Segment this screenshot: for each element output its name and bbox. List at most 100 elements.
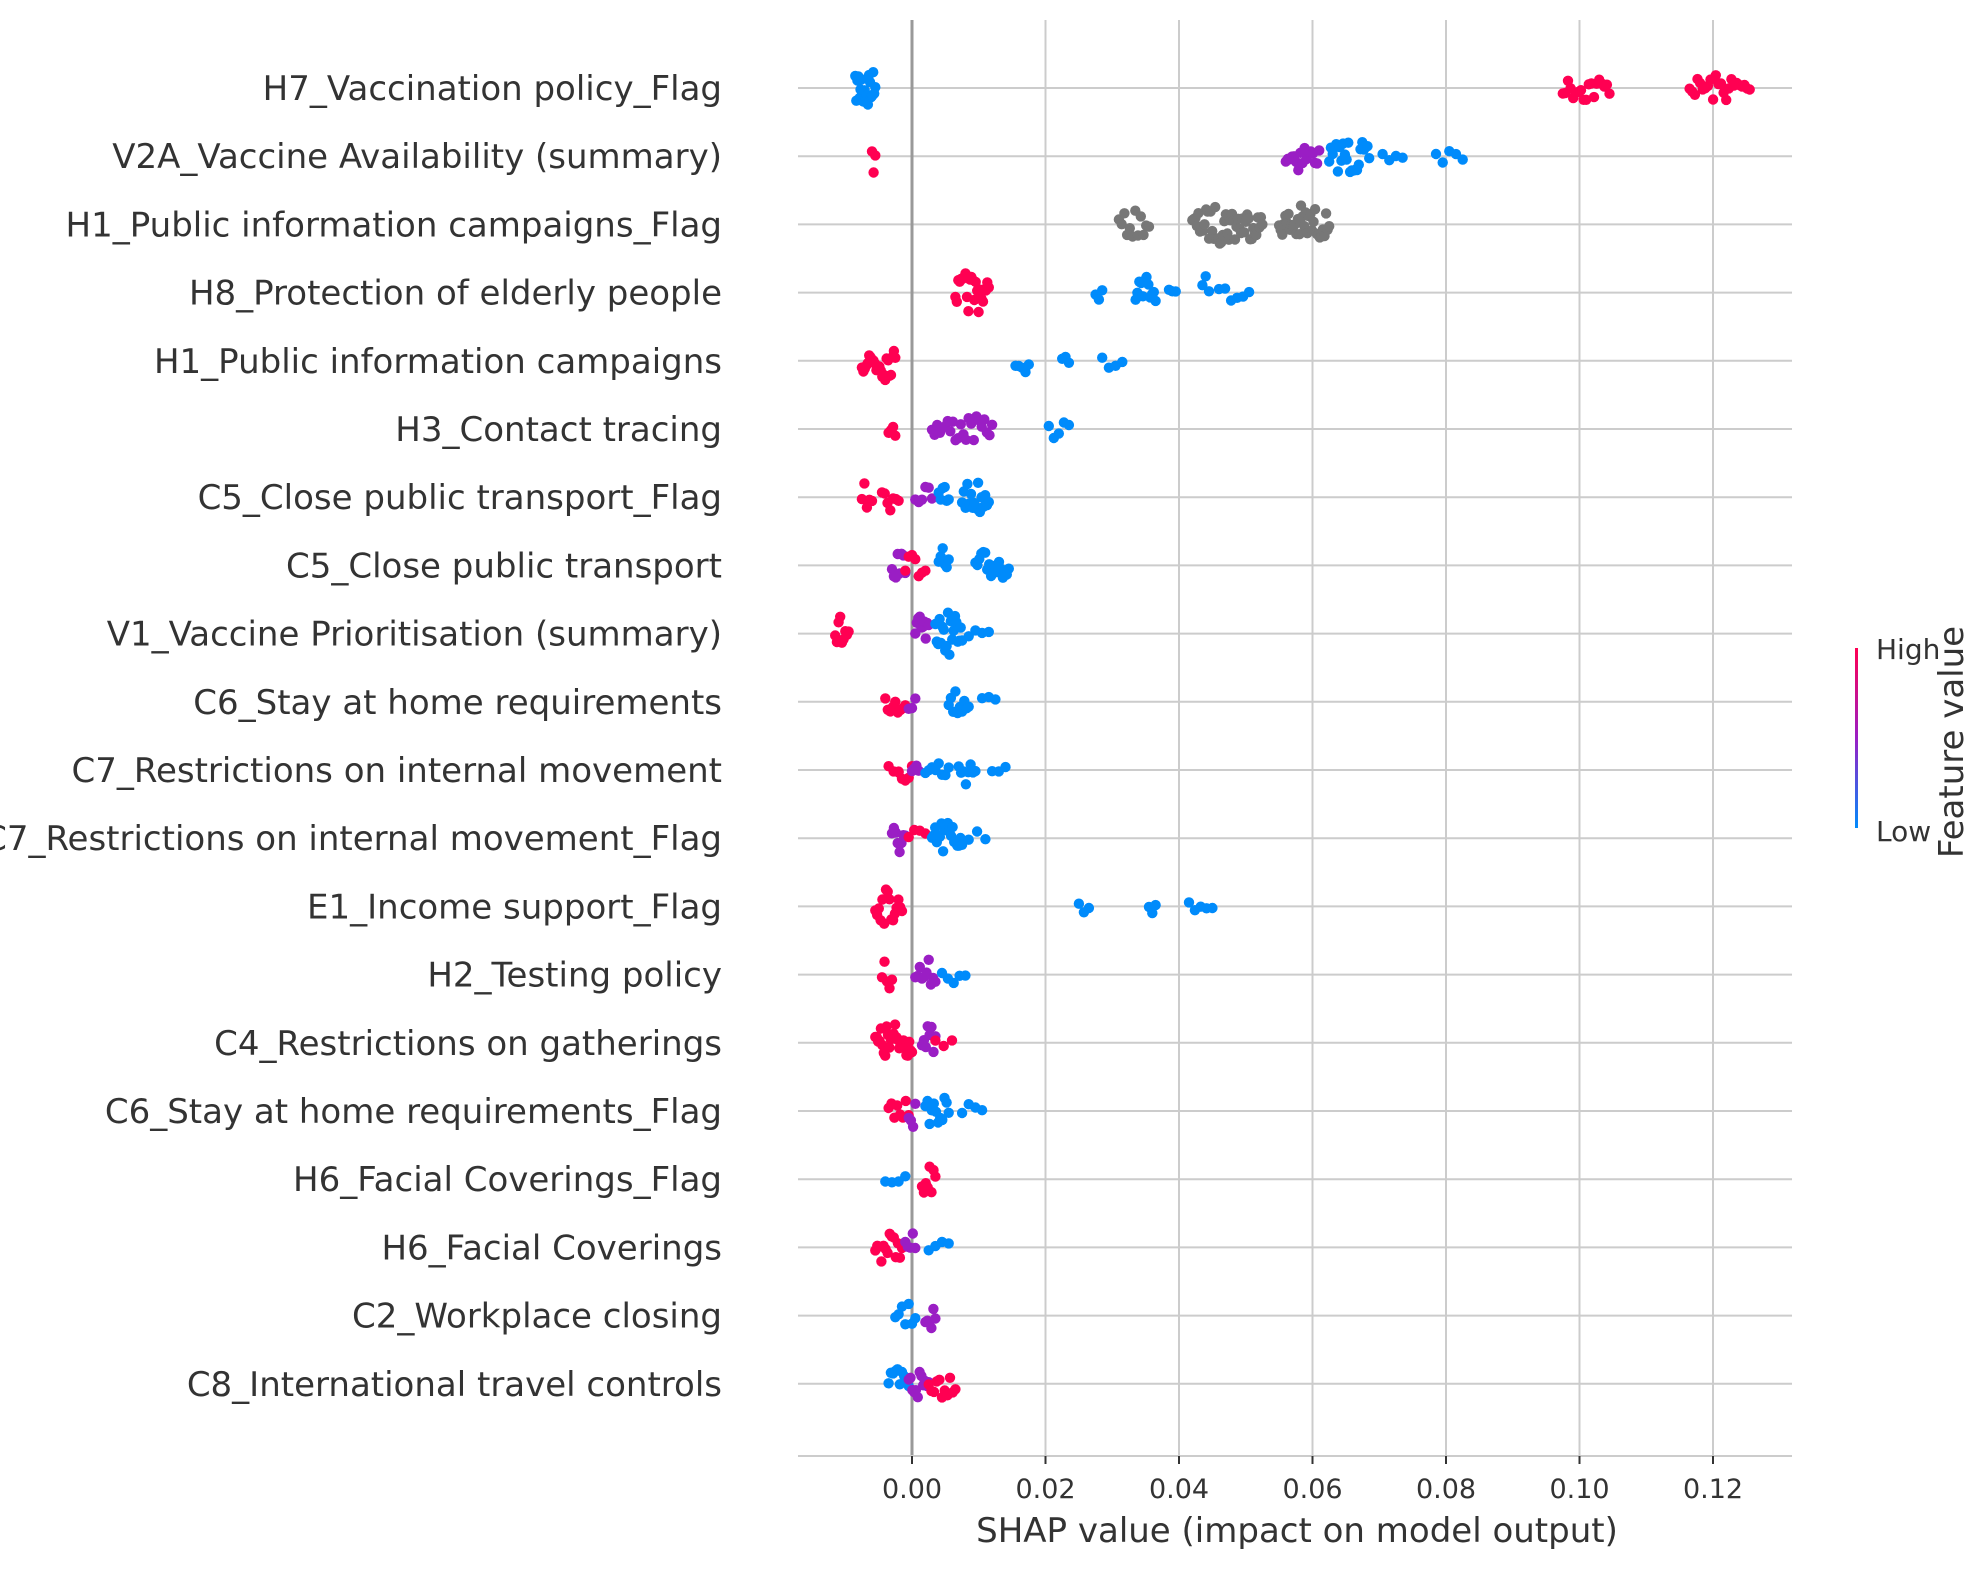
shap-point bbox=[1170, 286, 1181, 297]
shap-point bbox=[1341, 154, 1352, 165]
x-axis-title: SHAP value (impact on model output) bbox=[976, 1511, 1618, 1551]
shap-point bbox=[1377, 148, 1388, 160]
shap-point bbox=[1309, 204, 1321, 215]
shap-point bbox=[1689, 89, 1701, 101]
shap-point bbox=[944, 649, 955, 660]
shap-point bbox=[1200, 271, 1211, 282]
shap-point bbox=[1581, 94, 1592, 106]
shap-point bbox=[944, 1372, 956, 1384]
shap-point bbox=[1197, 280, 1208, 291]
shap-point bbox=[973, 306, 984, 318]
feature-label: H2_Testing policy bbox=[427, 956, 722, 996]
x-tick-label: 0.10 bbox=[1549, 1474, 1609, 1505]
shap-point bbox=[883, 1378, 894, 1389]
shap-point bbox=[1150, 899, 1161, 911]
shap-point bbox=[835, 611, 846, 622]
shap-point bbox=[955, 419, 966, 430]
shap-point bbox=[972, 477, 984, 488]
shap-point bbox=[960, 434, 972, 445]
shap-point bbox=[1707, 94, 1719, 105]
shap-point bbox=[1588, 91, 1600, 103]
shap-point bbox=[926, 493, 938, 504]
colorbar-high-label: High bbox=[1876, 633, 1940, 666]
shap-point bbox=[945, 426, 956, 437]
shap-point bbox=[941, 1097, 952, 1108]
shap-point bbox=[1314, 145, 1325, 156]
shap-point bbox=[879, 488, 890, 499]
shap-point bbox=[907, 1121, 919, 1133]
shap-point bbox=[970, 276, 981, 288]
shap-point bbox=[1043, 420, 1055, 432]
shap-point bbox=[894, 1252, 906, 1263]
shap-point bbox=[881, 1021, 892, 1032]
shap-point bbox=[904, 1036, 915, 1048]
shap-point bbox=[986, 419, 998, 430]
shap-point bbox=[1003, 563, 1014, 574]
shap-point bbox=[856, 493, 868, 505]
shap-point bbox=[1073, 898, 1085, 909]
shap-point bbox=[1343, 137, 1354, 148]
shap-point bbox=[980, 834, 991, 845]
shap-point bbox=[1710, 70, 1722, 81]
shap-point bbox=[1210, 201, 1221, 213]
shap-point bbox=[876, 1256, 887, 1267]
shap-point bbox=[903, 1298, 914, 1310]
shap-point bbox=[868, 167, 879, 178]
x-tick-label: 0.12 bbox=[1683, 1474, 1743, 1505]
feature-label: C8_International travel controls bbox=[187, 1365, 722, 1405]
x-tick-label: 0.00 bbox=[882, 1474, 942, 1505]
shap-point bbox=[1150, 295, 1161, 307]
shap-point bbox=[890, 696, 901, 707]
shap-point bbox=[951, 296, 962, 307]
shap-point bbox=[906, 702, 918, 714]
shap-point bbox=[896, 905, 908, 917]
shap-point bbox=[886, 974, 898, 985]
shap-point bbox=[926, 1322, 937, 1334]
shap-point bbox=[934, 831, 946, 842]
shap-point bbox=[965, 488, 977, 500]
shap-point bbox=[1277, 229, 1288, 240]
x-tick-label: 0.02 bbox=[1015, 1474, 1075, 1505]
shap-point bbox=[950, 1384, 961, 1395]
shap-point bbox=[1715, 78, 1727, 89]
feature-label: C2_Workplace closing bbox=[352, 1297, 722, 1337]
shap-point bbox=[970, 765, 981, 777]
feature-label: C4_Restrictions on gatherings bbox=[214, 1024, 722, 1064]
shap-point bbox=[1143, 221, 1155, 232]
shap-point bbox=[1147, 907, 1158, 919]
shap-point bbox=[1397, 152, 1408, 163]
shap-point bbox=[950, 686, 961, 697]
shap-point bbox=[1207, 225, 1218, 237]
shap-point bbox=[880, 1050, 891, 1061]
shap-point bbox=[903, 831, 914, 843]
shap-point bbox=[1116, 219, 1127, 230]
shap-point bbox=[1308, 216, 1319, 227]
shap-point bbox=[943, 1238, 954, 1249]
shap-point bbox=[1744, 84, 1755, 95]
shap-point bbox=[910, 1098, 921, 1110]
shap-point bbox=[956, 1107, 968, 1119]
shap-point bbox=[939, 481, 950, 493]
shap-point bbox=[900, 565, 911, 576]
shap-point bbox=[1362, 141, 1373, 152]
feature-label: C6_Stay at home requirements bbox=[193, 683, 722, 723]
shap-point bbox=[928, 1303, 939, 1315]
shap-point bbox=[1000, 761, 1011, 773]
shap-point bbox=[1097, 285, 1108, 296]
shap-point bbox=[885, 505, 896, 516]
shap-point bbox=[1575, 85, 1587, 96]
shap-point bbox=[933, 758, 944, 769]
shap-point bbox=[930, 1313, 941, 1324]
shap-point bbox=[1135, 211, 1147, 222]
shap-point bbox=[948, 977, 959, 989]
shap-point bbox=[1063, 357, 1075, 368]
shap-point bbox=[930, 1035, 941, 1046]
shap-point bbox=[1294, 229, 1305, 240]
shap-point bbox=[976, 1105, 988, 1116]
shap-point bbox=[960, 970, 971, 981]
colorbar bbox=[1855, 648, 1858, 828]
shap-point bbox=[889, 1019, 901, 1030]
shap-point bbox=[943, 762, 954, 773]
feature-label: V2A_Vaccine Availability (summary) bbox=[112, 137, 722, 177]
